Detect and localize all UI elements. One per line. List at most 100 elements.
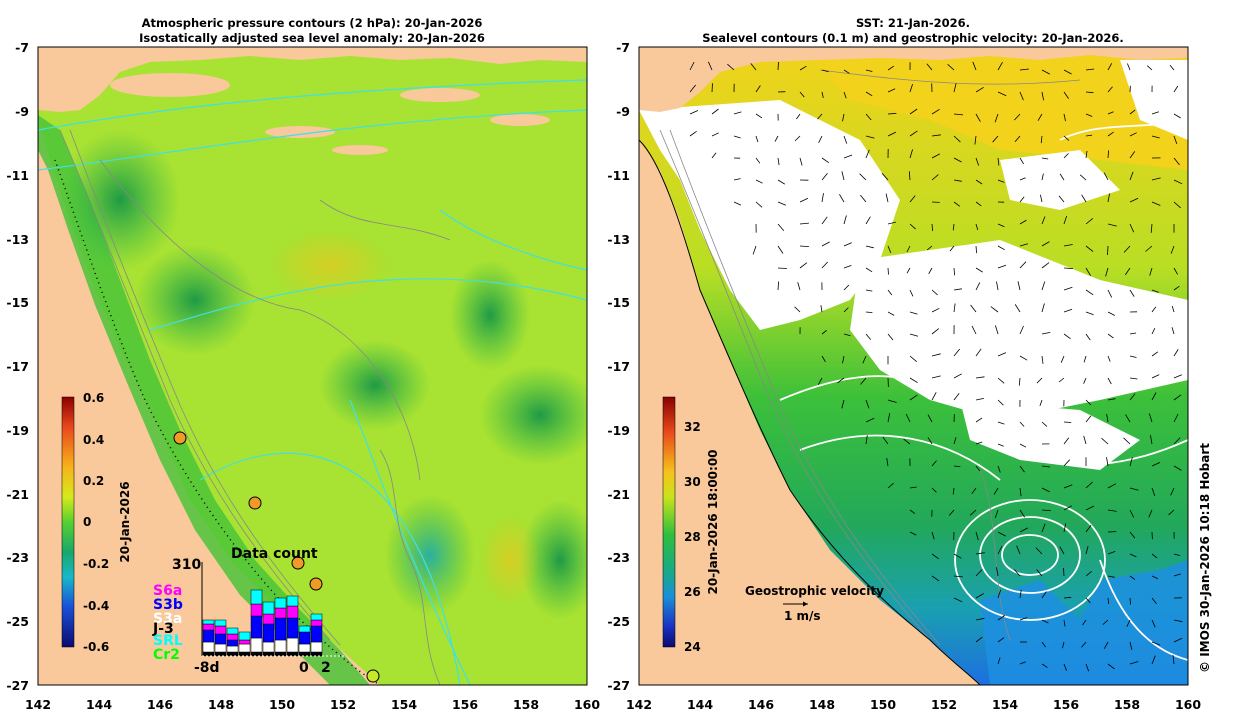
- velocity-arrow: [1063, 421, 1072, 423]
- histogram-bar-segment: [214, 643, 227, 653]
- velocity-arrow: [777, 61, 779, 71]
- left-cb-tick: -0.2: [83, 557, 109, 571]
- histogram-bar-segment: [274, 607, 287, 619]
- velocity-arrow: [885, 193, 889, 203]
- right-y-tick: -21: [607, 487, 630, 502]
- velocity-arrow: [1129, 393, 1136, 401]
- histogram-bar-segment: [298, 643, 311, 653]
- velocity-arrow: [1063, 567, 1065, 577]
- velocity-arrow: [909, 377, 918, 384]
- left-y-tick: -15: [6, 295, 29, 310]
- right-cb-tick: 24: [684, 640, 701, 654]
- velocity-arrow: [905, 413, 911, 423]
- velocity-arrow: [821, 172, 828, 181]
- velocity-arrow: [777, 201, 787, 206]
- data-count-xlabel-end: 2: [321, 660, 331, 676]
- histogram-bar-segment: [274, 617, 287, 641]
- data-count-title: Data count: [231, 546, 318, 562]
- velocity-arrow: [1123, 245, 1131, 253]
- velocity-arrow: [1107, 377, 1112, 385]
- velocity-arrow: [1063, 459, 1070, 467]
- velocity-arrow: [906, 267, 911, 274]
- velocity-arrow: [1041, 465, 1051, 468]
- velocity-arrow: [842, 113, 845, 122]
- velocity-arrow: [797, 282, 801, 291]
- velocity-arrow: [953, 373, 962, 379]
- histogram-bar-segment: [226, 639, 239, 647]
- velocity-arrow: [1036, 377, 1043, 384]
- velocity-arrow: [733, 135, 741, 139]
- velocity-arrow: [1085, 333, 1091, 341]
- velocity-arrow: [1173, 113, 1181, 119]
- velocity-arrow: [909, 130, 918, 137]
- velocity-arrow: [1146, 65, 1153, 71]
- velocity-arrow: [1129, 332, 1137, 335]
- velocity-arrow: [953, 553, 962, 559]
- velocity-arrow: [1019, 661, 1026, 665]
- velocity-arrow: [974, 135, 977, 145]
- velocity-arrow: [1129, 553, 1137, 558]
- velocity-arrow: [909, 108, 918, 115]
- velocity-arrow: [909, 486, 917, 489]
- velocity-arrow: [953, 157, 962, 163]
- histogram-bar-segment: [202, 629, 215, 643]
- velocity-arrow: [1019, 68, 1029, 71]
- velocity-arrow: [1041, 173, 1044, 181]
- velocity-arrow: [975, 531, 979, 541]
- left-low-anomaly: [320, 340, 430, 430]
- velocity-arrow: [733, 111, 742, 115]
- velocity-arrow: [689, 61, 695, 71]
- velocity-arrow: [1018, 377, 1021, 386]
- velocity-arrow: [1063, 308, 1073, 313]
- velocity-arrow: [865, 113, 872, 121]
- velocity-arrow: [971, 325, 977, 335]
- data-count-xlabel-start: -8d: [194, 660, 220, 676]
- velocity-arrow: [975, 552, 985, 555]
- velocity-arrow: [931, 328, 940, 335]
- velocity-arrow: [931, 392, 937, 401]
- velocity-arrow: [1019, 91, 1024, 101]
- velocity-arrow: [909, 149, 913, 159]
- histogram-bar-segment: [250, 603, 263, 617]
- velocity-arrow: [887, 333, 894, 341]
- velocity-arrow: [1107, 131, 1114, 137]
- velocity-arrow: [821, 216, 828, 225]
- velocity-arrow: [1085, 68, 1095, 71]
- histogram-bar-segment: [286, 651, 299, 657]
- velocity-legend-scale: 1 m/s: [784, 609, 821, 623]
- left-low-anomaly: [480, 365, 587, 465]
- velocity-arrow: [931, 108, 940, 115]
- histogram-bar-segment: [262, 613, 275, 625]
- velocity-arrow: [865, 435, 868, 445]
- histogram-bar-segment: [202, 651, 215, 657]
- velocity-arrow: [1106, 413, 1109, 423]
- velocity-arrow: [1107, 86, 1113, 93]
- velocity-arrow: [947, 64, 955, 71]
- velocity-arrow: [971, 487, 977, 495]
- left-northern-land: [38, 47, 587, 112]
- left-colorbar-label: 20-Jan-2026: [118, 481, 132, 562]
- velocity-arrow: [1151, 462, 1161, 467]
- histogram-bar-segment: [298, 651, 311, 657]
- velocity-arrow: [1085, 113, 1093, 117]
- velocity-arrow: [865, 245, 874, 249]
- velocity-arrow: [931, 575, 940, 582]
- velocity-arrow: [975, 282, 981, 291]
- velocity-arrow: [689, 84, 696, 93]
- velocity-arrow: [1019, 589, 1022, 599]
- velocity-arrow: [995, 325, 999, 335]
- velocity-arrow: [1151, 306, 1157, 313]
- velocity-arrow: [1107, 663, 1115, 670]
- velocity-arrow: [1016, 545, 1021, 555]
- velocity-arrow: [1085, 399, 1092, 406]
- velocity-arrow: [993, 487, 999, 495]
- velocity-arrow: [1173, 394, 1182, 401]
- velocity-arrow: [1019, 487, 1022, 497]
- velocity-arrow: [1171, 327, 1175, 335]
- velocity-arrow: [755, 201, 763, 208]
- velocity-arrow: [1041, 157, 1049, 160]
- velocity-arrow: [865, 149, 870, 159]
- right-y-tick: -9: [616, 104, 630, 119]
- velocity-arrow: [975, 348, 982, 357]
- velocity-arrow: [975, 441, 983, 445]
